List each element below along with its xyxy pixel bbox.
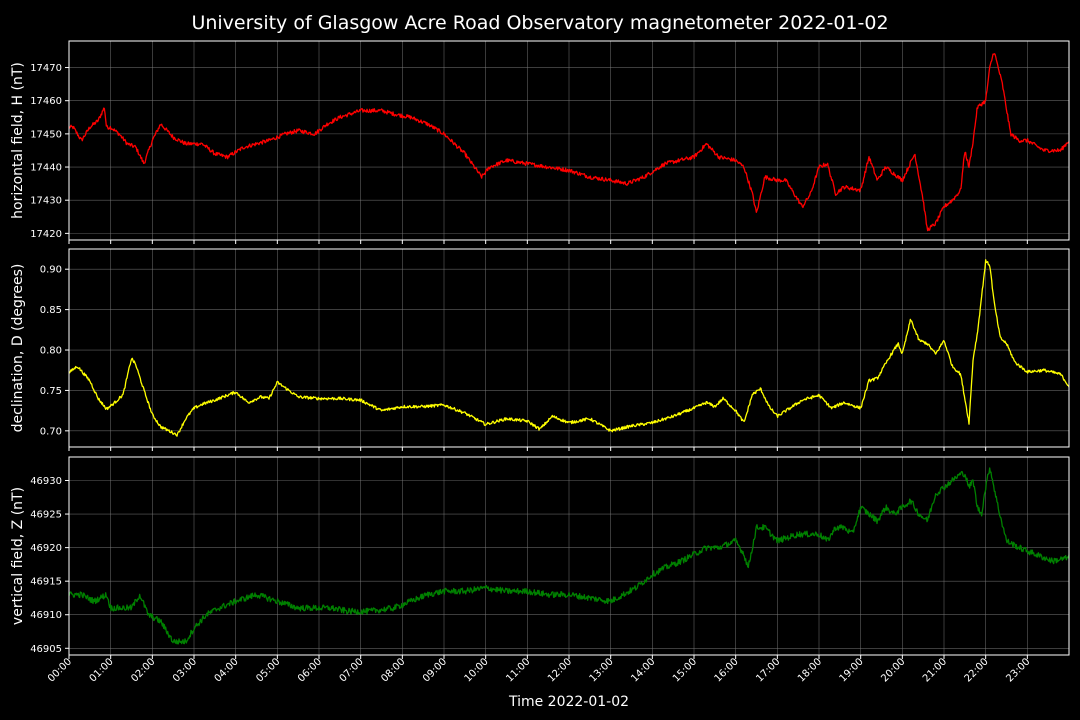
y-tick-label: 0.70 xyxy=(40,426,62,437)
y-tick-label: 46905 xyxy=(30,644,62,655)
x-tick-label: 08:00 xyxy=(379,656,407,684)
x-tick-label: 17:00 xyxy=(754,656,782,684)
panel-frame xyxy=(68,248,1070,448)
y-tick-label: 17470 xyxy=(30,63,62,74)
x-tick-label: 09:00 xyxy=(421,656,449,684)
x-tick-label: 21:00 xyxy=(921,656,949,684)
y-tick-label: 46920 xyxy=(30,543,62,554)
x-axis: 00:00 01:00 02:00 03:00 04:00 05:00 06:00 07:00… xyxy=(46,656,1032,684)
y-tick-label: 17430 xyxy=(30,196,62,207)
y-tick-label: 17440 xyxy=(30,163,62,174)
panel-2: 0.70 0.75 0.80 0.85 0.90 declination, D (degr… xyxy=(10,248,1070,451)
series-line-1 xyxy=(68,53,1070,232)
y-tick-label: 0.85 xyxy=(40,305,62,316)
y-tick-label: 17450 xyxy=(30,129,62,140)
x-tick-label: 01:00 xyxy=(88,656,116,684)
y-tick-label: 46930 xyxy=(30,476,62,487)
y-tick-label: 46925 xyxy=(30,510,62,521)
y-tick-label: 0.80 xyxy=(40,346,62,357)
x-tick-label: 18:00 xyxy=(796,656,824,684)
x-tick-label: 22:00 xyxy=(963,656,991,684)
x-tick-label: 12:00 xyxy=(546,656,574,684)
x-tick-label: 15:00 xyxy=(671,656,699,684)
x-tick-label: 20:00 xyxy=(879,656,907,684)
y-tick-label: 0.75 xyxy=(40,386,62,397)
x-tick-label: 23:00 xyxy=(1004,656,1032,684)
x-tick-label: 14:00 xyxy=(629,656,657,684)
x-tick-label: 10:00 xyxy=(463,656,491,684)
x-tick-label: 13:00 xyxy=(588,656,616,684)
x-tick-label: 00:00 xyxy=(46,656,74,684)
y-tick-label: 17420 xyxy=(30,229,62,240)
chart-title: University of Glasgow Acre Road Observat… xyxy=(191,12,888,34)
y-axis-label: horizontal field, H (nT) xyxy=(10,62,26,219)
series-line-3 xyxy=(68,467,1070,645)
y-tick-label: 46915 xyxy=(30,577,62,588)
y-tick-label: 17460 xyxy=(30,96,62,107)
x-tick-label: 02:00 xyxy=(129,656,157,684)
x-tick-label: 11:00 xyxy=(504,656,532,684)
x-tick-label: 19:00 xyxy=(838,656,866,684)
x-tick-label: 07:00 xyxy=(338,656,366,684)
panel-3: 46905 46910 46915 46920 46925 46930 vertical f… xyxy=(10,456,1070,659)
y-tick-label: 46910 xyxy=(30,610,62,621)
x-tick-label: 16:00 xyxy=(713,656,741,684)
panel-frame xyxy=(68,40,1070,241)
panels-group: 17420 17430 17440 17450 17460 17470 horizontal… xyxy=(10,40,1070,659)
x-tick-label: 04:00 xyxy=(213,656,241,684)
y-axis-label: declination, D (degrees) xyxy=(10,264,26,433)
panel-frame xyxy=(68,456,1070,656)
x-tick-label: 05:00 xyxy=(254,656,282,684)
y-axis-label: vertical field, Z (nT) xyxy=(10,487,26,625)
x-axis-label: Time 2022-01-02 xyxy=(508,694,629,710)
x-tick-label: 06:00 xyxy=(296,656,324,684)
y-tick-label: 0.90 xyxy=(40,265,62,276)
series-line-2 xyxy=(68,259,1070,437)
x-tick-label: 03:00 xyxy=(171,656,199,684)
panel-1: 17420 17430 17440 17450 17460 17470 horizontal… xyxy=(10,40,1070,244)
